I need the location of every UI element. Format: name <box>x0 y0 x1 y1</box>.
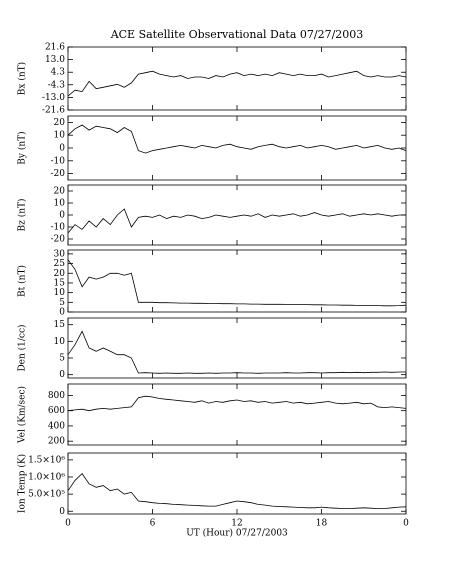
y-tick-label: 800 <box>48 391 65 401</box>
data-line <box>67 259 407 307</box>
chart-title: ACE Satellite Observational Data 07/27/2… <box>110 28 364 41</box>
y-tick-label: 15 <box>54 278 66 288</box>
y-axis-label: Den (1/cc) <box>17 324 28 371</box>
x-tick-label: 6 <box>150 519 156 529</box>
y-tick-label: 13.0 <box>45 55 65 65</box>
y-tick-label: 5 <box>59 298 65 308</box>
y-tick-label: 20 <box>54 269 66 279</box>
y-tick-label: 30 <box>54 249 66 259</box>
data-line <box>67 330 406 374</box>
y-tick-label: 10 <box>54 131 66 141</box>
y-tick-label: 200 <box>48 437 65 447</box>
x-tick-label: 12 <box>231 519 242 529</box>
x-tick-label: 0 <box>65 519 71 529</box>
y-tick-label: -20 <box>51 235 66 245</box>
y-axis-label: Vel (Km/sec) <box>17 386 28 444</box>
y-tick-label: 20 <box>54 187 66 197</box>
y-tick-label: 4.3 <box>51 68 66 78</box>
y-tick-label: 25 <box>54 259 66 269</box>
data-line <box>67 70 407 97</box>
y-tick-label: 10 <box>54 288 66 298</box>
x-axis-label: UT (Hour) 07/27/2003 <box>186 528 288 539</box>
y-tick-label: 0 <box>59 308 65 318</box>
data-line <box>67 395 407 412</box>
y-tick-label: -21.6 <box>42 106 65 116</box>
y-tick-label: -10 <box>51 156 66 166</box>
data-line <box>67 472 407 509</box>
y-tick-label: 15 <box>54 320 66 330</box>
y-tick-label: 1.0×10⁶ <box>28 472 65 482</box>
y-tick-label: 10 <box>54 199 66 209</box>
x-tick-label: 18 <box>316 519 328 529</box>
y-tick-label: 1.5×10⁶ <box>28 455 65 465</box>
y-tick-label: -20 <box>51 169 66 179</box>
y-tick-label: 0 <box>59 370 65 380</box>
y-axis-label: Ion Temp (K) <box>17 454 28 513</box>
y-tick-label: 600 <box>48 406 65 416</box>
y-tick-label: 21.6 <box>45 43 65 53</box>
y-tick-label: 400 <box>48 421 65 431</box>
y-tick-label: 20 <box>54 118 66 128</box>
data-line <box>67 208 406 234</box>
y-tick-label: -10 <box>51 223 66 233</box>
y-tick-label: 0 <box>59 507 65 517</box>
y-axis-label: Bz (nT) <box>17 198 28 231</box>
y-axis-label: Bt (nT) <box>17 265 28 297</box>
y-tick-label: 5 <box>59 354 65 364</box>
y-tick-label: -4.3 <box>48 80 66 90</box>
y-tick-label: -13.0 <box>42 93 65 103</box>
y-tick-label: 10 <box>54 337 66 347</box>
y-tick-label: 0 <box>59 211 65 221</box>
data-line <box>67 124 407 154</box>
y-axis-label: Bx (nT) <box>17 62 28 95</box>
y-tick-label: 0 <box>59 144 65 154</box>
y-tick-label: 5.0×10⁵ <box>28 490 65 500</box>
y-axis-label: By (nT) <box>17 131 28 164</box>
x-tick-label: 0 <box>403 519 409 529</box>
